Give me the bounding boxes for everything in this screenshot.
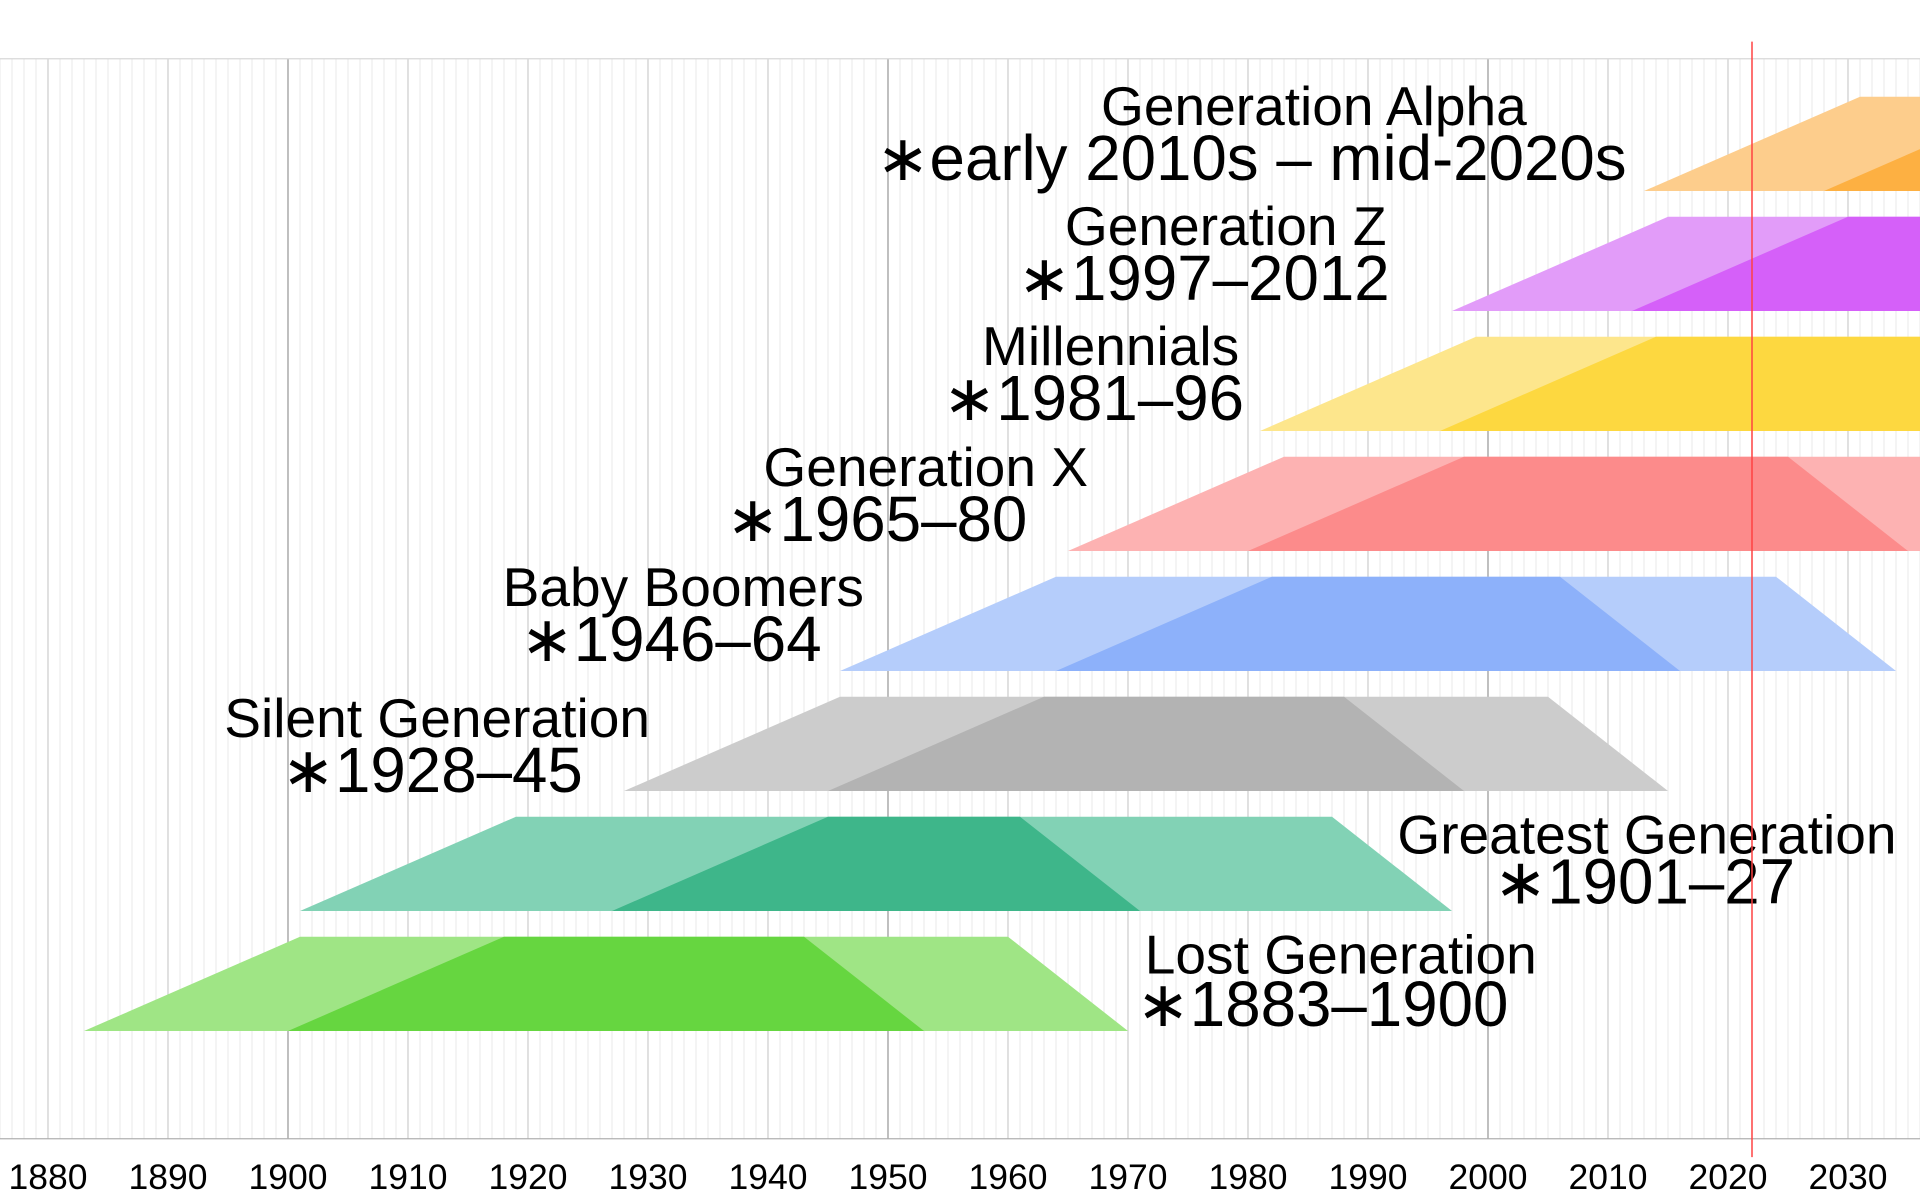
x-tick-label: 1960 bbox=[969, 1157, 1048, 1197]
x-tick-label: 2000 bbox=[1449, 1157, 1528, 1197]
bands bbox=[84, 96, 1920, 1032]
x-tick-label: 1930 bbox=[609, 1157, 688, 1197]
generation-band-dark bbox=[1440, 336, 1920, 432]
generation-birth-years: ∗1997–2012 bbox=[1018, 243, 1390, 314]
labels: 1880 1890 1900 1910 1920 1930 1940 1950 1960 1970… bbox=[9, 41, 1897, 1197]
generation-band-dark bbox=[288, 936, 924, 1032]
x-tick-label: 1880 bbox=[9, 1157, 88, 1197]
generation-name: Generation Z bbox=[1065, 195, 1387, 257]
x-tick-label: 1950 bbox=[849, 1157, 928, 1197]
generation-band-light bbox=[1643, 96, 1920, 192]
generation-birth-years: ∗1965–80 bbox=[726, 484, 1027, 555]
x-tick-label: 2020 bbox=[1689, 1157, 1768, 1197]
generation-name: Greatest Generation bbox=[1397, 803, 1896, 865]
generation-band-dark bbox=[1248, 456, 1908, 552]
x-tick-label: 1890 bbox=[129, 1157, 208, 1197]
generation-birth-years: ∗early 2010s – mid-2020s bbox=[876, 123, 1626, 194]
x-tick-label: 1920 bbox=[489, 1157, 568, 1197]
x-tick-label: 1940 bbox=[729, 1157, 808, 1197]
x-tick-label: 2010 bbox=[1569, 1157, 1648, 1197]
generation-band-dark bbox=[612, 816, 1140, 912]
x-tick-label: 2030 bbox=[1809, 1157, 1888, 1197]
generation-name: Silent Generation bbox=[224, 687, 650, 749]
generation-band-dark bbox=[1823, 149, 1920, 192]
generation-band-dark bbox=[1632, 216, 1920, 312]
x-tick-label: 1990 bbox=[1329, 1157, 1408, 1197]
generation-band-dark bbox=[828, 696, 1464, 792]
generation-name: Millennials bbox=[982, 315, 1239, 377]
x-tick-label: 1910 bbox=[369, 1157, 448, 1197]
x-tick-label: 1980 bbox=[1209, 1157, 1288, 1197]
generation-name: Generation Alpha bbox=[1101, 75, 1527, 137]
generation-birth-years: ∗1928–45 bbox=[282, 735, 583, 806]
generation-birth-years: ∗1883–1900 bbox=[1136, 969, 1508, 1040]
generation-name: Baby Boomers bbox=[503, 556, 864, 618]
generation-name: Generation X bbox=[763, 436, 1088, 498]
generation-birth-years: ∗1981–96 bbox=[943, 363, 1244, 434]
generation-name: Lost Generation bbox=[1145, 923, 1537, 985]
generation-birth-years: ∗1901–27 bbox=[1494, 847, 1795, 918]
generation-band-dark bbox=[1056, 576, 1680, 672]
x-tick-label: 1970 bbox=[1089, 1157, 1168, 1197]
generation-birth-years: ∗1946–64 bbox=[520, 604, 821, 675]
x-tick-label: 1900 bbox=[249, 1157, 328, 1197]
